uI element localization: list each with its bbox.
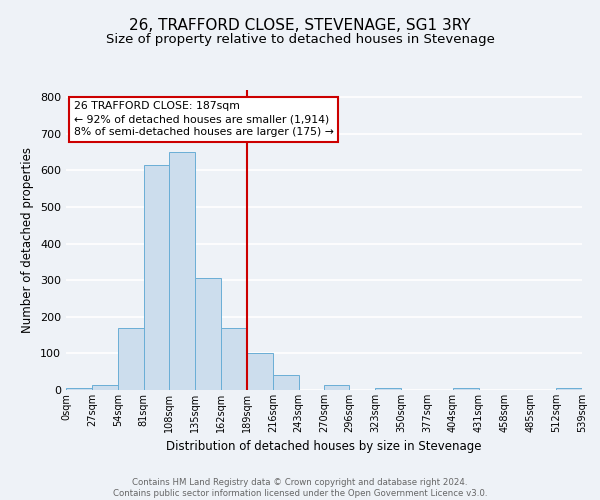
Bar <box>375 388 401 390</box>
Bar <box>453 388 479 390</box>
Bar <box>118 328 143 390</box>
Bar <box>169 152 195 390</box>
Bar <box>556 388 582 390</box>
Y-axis label: Number of detached properties: Number of detached properties <box>22 147 34 333</box>
Text: Contains HM Land Registry data © Crown copyright and database right 2024.
Contai: Contains HM Land Registry data © Crown c… <box>113 478 487 498</box>
Text: 26 TRAFFORD CLOSE: 187sqm
← 92% of detached houses are smaller (1,914)
8% of sem: 26 TRAFFORD CLOSE: 187sqm ← 92% of detac… <box>74 101 334 138</box>
Bar <box>66 388 92 390</box>
Bar <box>325 385 349 390</box>
Text: Size of property relative to detached houses in Stevenage: Size of property relative to detached ho… <box>106 32 494 46</box>
Bar <box>221 328 247 390</box>
X-axis label: Distribution of detached houses by size in Stevenage: Distribution of detached houses by size … <box>166 440 482 454</box>
Bar <box>247 354 273 390</box>
Bar <box>92 385 118 390</box>
Bar <box>195 278 221 390</box>
Bar <box>143 165 169 390</box>
Text: 26, TRAFFORD CLOSE, STEVENAGE, SG1 3RY: 26, TRAFFORD CLOSE, STEVENAGE, SG1 3RY <box>129 18 471 32</box>
Bar <box>273 376 299 390</box>
